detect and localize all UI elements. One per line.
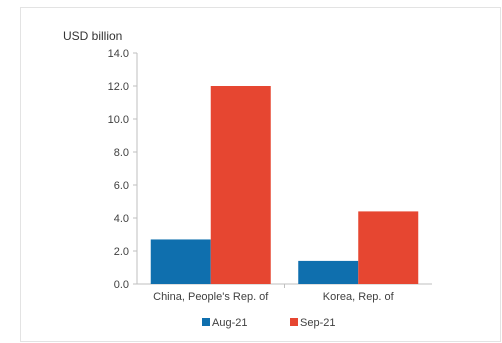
y-tick-label: 6.0 <box>114 180 129 192</box>
chart-frame <box>20 7 501 342</box>
y-tick-label: 2.0 <box>114 246 129 258</box>
bar-aug-21-0 <box>150 239 211 284</box>
bar-sep-21-0 <box>210 86 271 284</box>
y-tick-label: 12.0 <box>108 81 129 93</box>
y-tick-label: 10.0 <box>108 114 129 126</box>
bars <box>150 86 419 288</box>
y-tick-label: 14.0 <box>108 48 129 60</box>
category-label: China, People's Rep. of <box>153 291 269 303</box>
y-tick-label: 4.0 <box>114 213 129 225</box>
legend-label: Sep-21 <box>300 317 335 329</box>
legend-label: Aug-21 <box>212 317 247 329</box>
y-tick-label: 8.0 <box>114 147 129 159</box>
legend-swatch-aug-21 <box>202 318 210 326</box>
y-axis-label: USD billion <box>63 29 122 43</box>
legend: Aug-21 Sep-21 <box>202 317 335 329</box>
y-axis-ticks: 0.0 2.0 4.0 6.0 8.0 10.0 12.0 14.0 <box>108 48 137 291</box>
bar-sep-21-1 <box>358 211 419 284</box>
category-label: Korea, Rep. of <box>323 291 395 303</box>
bar-aug-21-1 <box>298 260 359 284</box>
category-labels: China, People's Rep. of Korea, Rep. of <box>153 291 395 303</box>
legend-swatch-sep-21 <box>290 318 298 326</box>
y-tick-label: 0.0 <box>114 279 129 291</box>
